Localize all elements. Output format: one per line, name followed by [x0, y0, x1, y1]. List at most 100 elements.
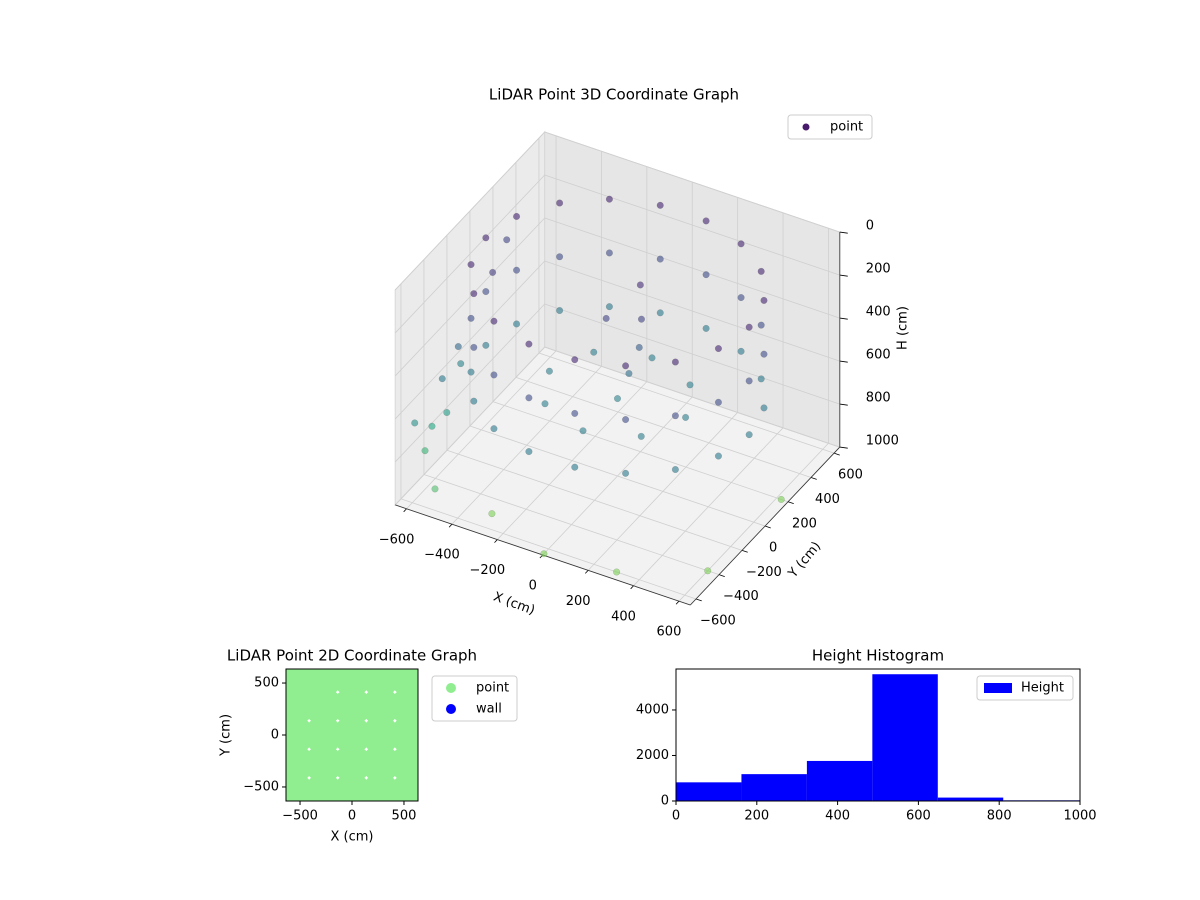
point	[304, 773, 343, 801]
point	[656, 255, 664, 263]
z-axis-label: H (cm)	[896, 306, 911, 350]
bar	[872, 674, 938, 801]
z-tick-label: 1000	[866, 434, 899, 449]
y-tick-label: 500	[254, 676, 279, 691]
point	[482, 341, 490, 349]
tick-mark	[839, 403, 848, 406]
y-tick-label: 0	[661, 794, 669, 809]
point	[443, 408, 451, 417]
y-tick-label: 4000	[636, 702, 669, 717]
y-axis-label: Y (cm)	[219, 714, 234, 757]
point	[702, 217, 710, 225]
x-tick-label: 600	[906, 809, 931, 824]
x-tick-label: −200	[469, 563, 505, 578]
x-tick-label: −400	[424, 548, 460, 563]
point	[503, 236, 511, 244]
grid-line	[544, 174, 840, 276]
grid-line	[544, 303, 840, 405]
point	[636, 281, 644, 289]
point	[605, 303, 613, 311]
z-tick-label: 200	[866, 262, 891, 277]
point	[671, 412, 679, 420]
point	[482, 234, 490, 242]
point	[686, 381, 694, 389]
point	[470, 397, 478, 405]
point	[602, 314, 610, 323]
point	[390, 744, 418, 783]
grid-line	[469, 425, 766, 527]
point	[635, 343, 643, 352]
point	[571, 356, 579, 364]
point	[622, 362, 630, 370]
y-tick-label: 0	[271, 728, 279, 743]
point	[470, 343, 478, 351]
point	[702, 324, 710, 332]
tick-mark	[584, 570, 589, 574]
point	[333, 669, 371, 697]
point	[737, 347, 745, 355]
point	[541, 400, 549, 408]
point	[333, 773, 371, 801]
grid-line	[492, 401, 789, 503]
point	[333, 744, 371, 783]
tick-mark	[494, 539, 498, 543]
legend-box	[787, 114, 873, 140]
point	[760, 404, 768, 412]
grid-line	[538, 352, 835, 454]
point	[714, 398, 722, 406]
point	[613, 568, 621, 576]
grid-line	[394, 346, 545, 506]
tick-mark	[630, 585, 634, 590]
y-tick-label: −200	[746, 565, 782, 580]
point	[605, 249, 613, 257]
point	[431, 485, 439, 493]
point	[490, 317, 498, 325]
point	[482, 288, 490, 296]
point	[637, 315, 646, 323]
x-tick-label: 200	[566, 594, 591, 609]
point	[304, 687, 343, 726]
legend-label: Height	[1021, 681, 1064, 696]
chart-title: LiDAR Point 3D Coordinate Graph	[489, 86, 739, 104]
chart-title: Height Histogram	[812, 647, 944, 665]
y-tick-label: −600	[700, 613, 736, 628]
point	[556, 306, 564, 315]
tick-mark	[839, 360, 848, 363]
point	[513, 266, 521, 274]
tick-mark	[695, 598, 702, 602]
point	[467, 261, 475, 269]
tick-mark	[839, 446, 848, 449]
point	[489, 268, 497, 276]
point	[777, 495, 785, 503]
point	[656, 201, 664, 209]
point	[625, 369, 633, 378]
point	[757, 321, 765, 329]
point	[571, 409, 579, 417]
grid-line	[394, 217, 545, 377]
tick-mark	[403, 508, 407, 513]
x-tick-label: 0	[348, 809, 356, 824]
point	[745, 323, 753, 331]
point	[556, 253, 564, 261]
grid-line	[446, 449, 743, 551]
point	[525, 394, 533, 402]
bar	[741, 774, 807, 801]
point	[513, 212, 521, 221]
legend-marker	[446, 683, 456, 693]
point	[428, 422, 436, 430]
point	[757, 375, 765, 383]
point	[286, 669, 323, 700]
x-tick-label: −500	[282, 809, 318, 824]
legend-box	[431, 675, 518, 722]
point	[411, 419, 419, 427]
point	[671, 358, 679, 366]
point	[637, 432, 645, 440]
point	[488, 510, 496, 518]
point	[467, 368, 475, 376]
point	[470, 290, 478, 298]
legend-marker	[984, 683, 1012, 693]
point	[304, 744, 343, 783]
grid-line	[515, 376, 812, 478]
